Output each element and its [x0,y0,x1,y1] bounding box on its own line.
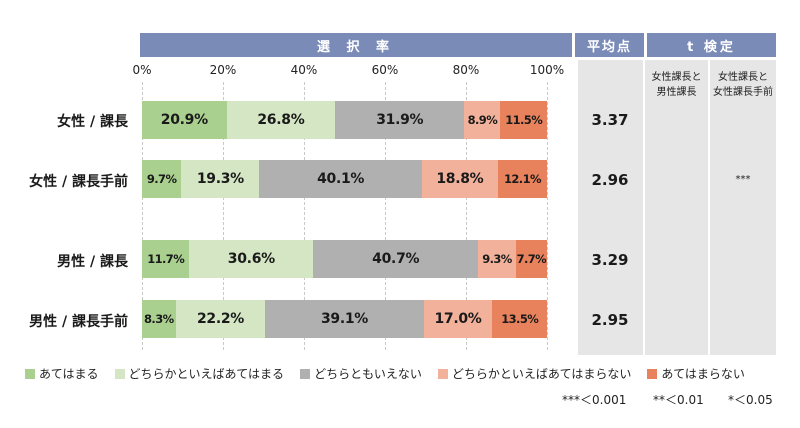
gridline-100 [547,82,548,350]
t-col2-line2: 女性課長手前 [713,87,773,98]
axis-tick-20: 20% [209,63,237,77]
t-test-col-female-manager-vs-pre-manager: 女性課長と 女性課長手前 [708,70,778,100]
segment-disagree: 13.5% [492,300,548,338]
mean-female-manager: 3.37 [591,111,629,129]
t-test-panel-1 [645,60,708,355]
legend-item-somewhat-agree: どちらかといえばあてはまる [114,365,285,382]
segment-agree: 20.9% [142,101,227,139]
segment-somewhat-agree: 22.2% [175,300,266,338]
segment-somewhat-disagree: 9.3% [478,240,516,278]
bar-female-manager: 20.9% 26.8% 31.9% 8.9% 11.5% [142,101,547,139]
segment-somewhat-agree: 19.3% [181,160,260,198]
significance-p001: ***＜0.001 [562,393,627,407]
axis-tick-80: 80% [452,63,480,77]
legend-swatch-icon [647,368,658,379]
segment-agree: 8.3% [142,300,176,338]
segment-neutral: 39.1% [265,300,424,338]
segment-agree: 11.7% [142,240,190,278]
header-t-test: t 検定 [647,33,776,57]
segment-agree: 9.7% [142,160,182,198]
segment-neutral: 40.7% [313,240,479,278]
axis-tick-0: 0% [132,63,152,77]
legend-swatch-icon [114,368,125,379]
legend-item-disagree: あてはまらない [647,365,745,382]
gridline-0 [142,82,143,350]
header-selection-rate: 選 択 率 [140,33,572,57]
mean-male-pre-manager: 2.95 [591,311,629,329]
t-test-col-female-manager-vs-male-manager: 女性課長と 男性課長 [645,70,708,100]
row-label-female-pre-manager: 女性 / 課長手前 [29,174,128,190]
axis-tick-100: 100% [529,63,565,77]
legend-label: あてはまる [39,367,99,381]
mean-female-pre-manager: 2.96 [591,171,629,189]
segment-somewhat-disagree: 18.8% [421,160,498,198]
segment-disagree: 7.7% [515,240,547,278]
bar-female-pre-manager: 9.7% 19.3% 40.1% 18.8% 12.1% [142,160,547,198]
segment-somewhat-agree: 26.8% [226,101,336,139]
legend-swatch-icon [437,368,448,379]
bar-male-manager: 11.7% 30.6% 40.7% 9.3% 7.7% [142,240,547,278]
axis-tick-40: 40% [290,63,318,77]
legend-label: あてはまらない [661,367,745,381]
gridline-20 [223,82,224,350]
significance-p01: **＜0.01 [653,393,704,407]
mean-male-manager: 3.29 [591,251,629,269]
bar-male-pre-manager: 8.3% 22.2% 39.1% 17.0% 13.5% [142,300,548,338]
legend-swatch-icon [300,368,311,379]
segment-somewhat-agree: 30.6% [189,240,314,278]
row-label-female-manager: 女性 / 課長 [57,114,128,130]
segment-disagree: 12.1% [497,160,547,198]
gridline-60 [385,82,386,350]
legend-item-somewhat-disagree: どちらかといえばあてはまらない [437,365,632,382]
legend-label: どちらかといえばあてはまらない [451,367,632,381]
significance-p05: *＜0.05 [728,393,773,407]
segment-neutral: 40.1% [259,160,422,198]
t-col1-line1: 女性課長と [651,72,702,83]
segment-neutral: 31.9% [335,101,465,139]
row-label-male-manager: 男性 / 課長 [57,254,128,270]
legend-label: どちらともいえない [314,367,422,381]
t-col1-line2: 男性課長 [656,87,697,98]
legend-swatch-icon [25,368,35,379]
t-col2-line1: 女性課長と [718,72,768,83]
legend-item-neutral: どちらともいえない [300,365,422,382]
t-test-result-female-pre-manager: *** [735,174,751,185]
segment-disagree: 11.5% [500,101,547,139]
header-mean-score: 平均点 [575,33,644,57]
legend: あてはまる どちらかといえばあてはまる どちらともいえない どちらかといえばあて… [25,365,761,382]
t-test-panel-2 [710,60,776,355]
gridline-40 [304,82,305,350]
legend-item-agree: あてはまる [25,365,99,382]
segment-somewhat-disagree: 17.0% [423,300,493,338]
axis-tick-60: 60% [371,63,399,77]
gridline-80 [466,82,467,350]
mean-score-panel [578,60,643,355]
legend-label: どちらかといえばあてはまる [128,367,285,381]
segment-somewhat-disagree: 8.9% [464,101,501,139]
row-label-male-pre-manager: 男性 / 課長手前 [29,314,128,330]
